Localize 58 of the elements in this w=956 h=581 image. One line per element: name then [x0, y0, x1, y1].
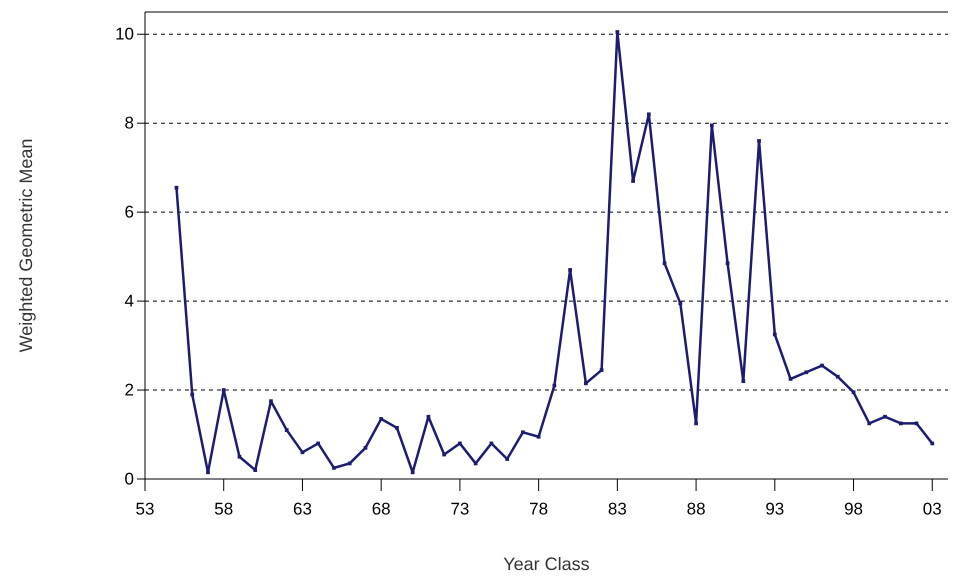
point [820, 364, 824, 368]
point [364, 446, 368, 450]
x-tick-label: 63 [292, 499, 312, 518]
x-tick-label: 98 [844, 499, 863, 518]
point [615, 30, 620, 34]
y-tick-label: 6 [124, 202, 134, 222]
point [300, 450, 304, 454]
point [726, 261, 730, 266]
y-tick-label: 4 [124, 292, 134, 311]
point [898, 422, 903, 426]
point [867, 422, 872, 426]
point [284, 428, 289, 432]
point [757, 139, 761, 143]
point [174, 186, 178, 190]
point [442, 452, 446, 456]
point [568, 268, 572, 272]
point [253, 468, 258, 472]
point [458, 442, 462, 446]
point [490, 442, 494, 446]
point [206, 470, 210, 474]
x-tick-label: 58 [214, 499, 234, 518]
point [930, 442, 934, 446]
point [379, 417, 384, 421]
point [222, 388, 226, 392]
point [600, 368, 604, 372]
y-tick-label: 8 [124, 114, 134, 133]
point [552, 384, 556, 388]
y-tick-label: 0 [124, 469, 134, 488]
point [631, 179, 635, 183]
point [788, 377, 792, 381]
x-tick-label: 73 [450, 499, 470, 518]
x-tick-label: 83 [608, 499, 627, 518]
point [269, 399, 273, 404]
point [316, 442, 320, 446]
x-axis-title: Year Class [503, 554, 590, 574]
point [772, 332, 777, 336]
point [662, 261, 666, 266]
point [238, 454, 242, 459]
point [710, 124, 714, 128]
point [883, 414, 887, 419]
point [914, 422, 918, 426]
y-tick-label: 2 [124, 380, 134, 400]
x-tick-label: 93 [765, 499, 784, 518]
point [395, 426, 399, 430]
y-axis-title: Weighted Geometric Mean [16, 138, 36, 352]
x-tick-label: 53 [136, 499, 154, 518]
x-tick-label: 68 [372, 499, 391, 518]
point [426, 414, 430, 419]
point [521, 430, 525, 434]
point [332, 466, 336, 470]
point [190, 392, 194, 396]
y-tick-label: 10 [115, 24, 134, 44]
point [694, 422, 698, 426]
x-tick-label: 78 [529, 499, 548, 518]
x-tick-label: 03 [922, 499, 942, 518]
point [348, 462, 352, 466]
point [852, 390, 856, 394]
x-tick-label: 88 [686, 499, 706, 518]
